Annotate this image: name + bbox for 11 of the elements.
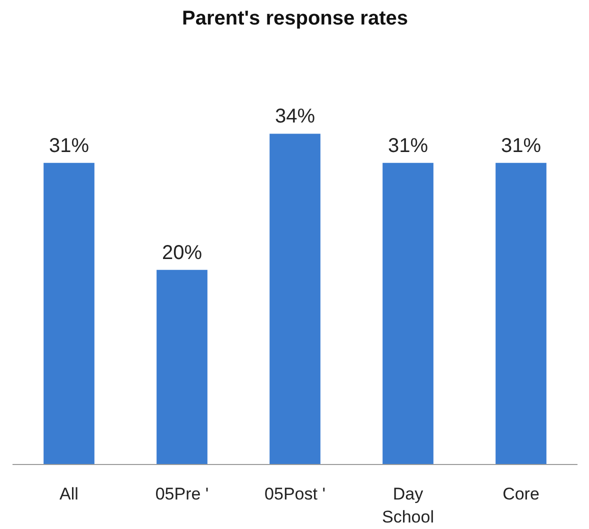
data-label: 20% <box>162 242 202 264</box>
data-label: 31% <box>388 134 428 157</box>
data-label: 31% <box>500 134 542 157</box>
data-label: 31% <box>48 134 90 157</box>
chart-title: Parent's response rates <box>182 8 408 30</box>
x-tick-label: All <box>60 484 78 504</box>
x-tick-label: Core <box>502 484 540 504</box>
data-label: 34% <box>274 106 316 128</box>
x-tick-label: 05Post ' <box>264 484 326 504</box>
x-tick-label: Day School <box>382 484 434 526</box>
x-tick-label: 05Pre ' <box>155 484 209 504</box>
